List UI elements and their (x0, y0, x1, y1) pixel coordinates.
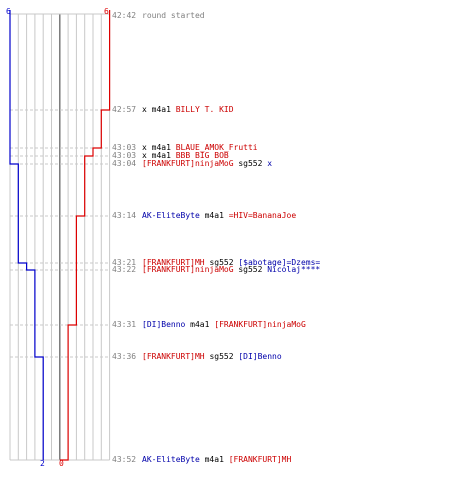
event-message: [FRANKFURT]ninjaMoG sg552 x (142, 160, 272, 168)
event-text: x (142, 151, 152, 160)
event-text: m4a1 (199, 455, 229, 464)
red-player-name: [FRANKFURT]ninjaMoG (142, 159, 234, 168)
event-text: sg552 (204, 258, 239, 267)
red-player-name: [FRANKFURT]ninjaMoG (142, 265, 234, 274)
event-message: AK-EliteByte m4a1 =HIV=BananaJoe (142, 212, 296, 220)
event-message: [FRANKFURT]MH sg552 [$abotage]=Dzems= (142, 259, 320, 267)
blue-player-name: AK-EliteByte (142, 211, 200, 220)
event-time: 43:03 (112, 143, 137, 152)
red-team-line (59, 10, 111, 461)
event-text: m4a1 (151, 143, 176, 152)
event-time: 43:36 (112, 352, 137, 361)
red-player-name: BBB BIG BOB (175, 151, 229, 160)
event-message: [FRANKFURT]ninjaMoG sg552 Nicolaj**** (142, 266, 320, 274)
event-time: 43:14 (112, 211, 137, 220)
event-text: round started (142, 11, 205, 20)
blue-player-name: [$abotage]=Dzems= (238, 258, 321, 267)
blue-team-line (9, 10, 44, 460)
event-text: m4a1 (185, 320, 215, 329)
event-message: x m4a1 BBB BIG BOB (142, 152, 229, 160)
event-time: 43:03 (112, 151, 137, 160)
event-text: x (142, 143, 152, 152)
event-time: 43:22 (112, 265, 137, 274)
red-player-name: [FRANKFURT]MH (142, 352, 205, 361)
event-message: [DI]Benno m4a1 [FRANKFURT]ninjaMoG (142, 321, 306, 329)
event-text: sg552 (233, 159, 268, 168)
event-text: sg552 (233, 265, 268, 274)
red-player-name: [FRANKFURT]MH (142, 258, 205, 267)
blue-player-name: [DI]Benno (238, 352, 282, 361)
red-start-count: 6 (104, 7, 109, 16)
blue-start-count: 6 (6, 7, 11, 16)
blue-end-count: 2 (40, 459, 45, 468)
event-message: x m4a1 BILLY T. KID (142, 106, 234, 114)
red-end-count: 0 (59, 459, 64, 468)
red-player-name: [FRANKFURT]MH (228, 455, 292, 464)
event-message: round started (142, 12, 205, 20)
event-dashed-lines (10, 109, 110, 358)
event-time: 43:31 (112, 320, 137, 329)
event-time: 43:04 (112, 159, 137, 168)
red-player-name: BILLY T. KID (175, 105, 234, 114)
event-text: m4a1 (151, 151, 176, 160)
event-text: x (142, 105, 152, 114)
red-player-name: BLAUE_AMOK_Frutti (175, 143, 258, 152)
event-text: m4a1 (151, 105, 176, 114)
blue-player-name: x (267, 159, 273, 168)
event-text: sg552 (204, 352, 239, 361)
event-time: 43:21 (112, 258, 137, 267)
event-time: 43:52 (112, 455, 137, 464)
event-time: 42:57 (112, 105, 137, 114)
red-player-name: =HIV=BananaJoe (228, 211, 297, 220)
blue-player-name: AK-EliteByte (142, 455, 200, 464)
team-lines (9, 10, 111, 461)
event-message: [FRANKFURT]MH sg552 [DI]Benno (142, 353, 282, 361)
event-message: x m4a1 BLAUE_AMOK_Frutti (142, 144, 258, 152)
red-player-name: [FRANKFURT]ninjaMoG (214, 320, 306, 329)
blue-player-name: Nicolaj**** (267, 265, 321, 274)
event-text: m4a1 (199, 211, 229, 220)
blue-player-name: [DI]Benno (142, 320, 186, 329)
grid-lines (9, 13, 111, 461)
event-message: AK-EliteByte m4a1 [FRANKFURT]MH (142, 456, 291, 464)
event-time: 42:42 (112, 11, 137, 20)
